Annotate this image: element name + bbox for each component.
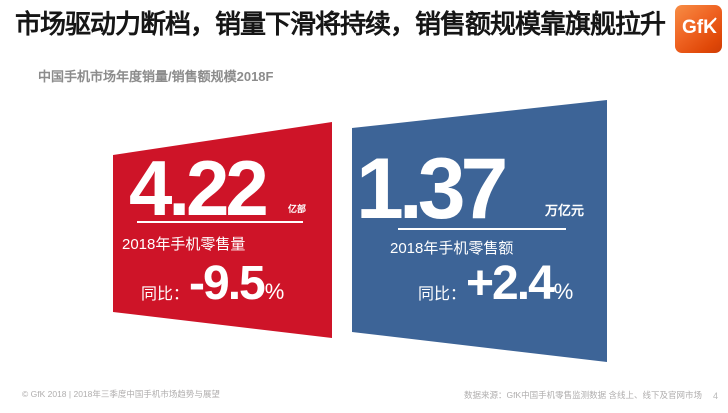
footer-copyright: © GfK 2018 | 2018年三季度中国手机市场趋势与展望 (22, 389, 220, 399)
revenue-divider (398, 228, 566, 230)
footer-source: 数据来源：GfK中国手机零售监测数据 含线上、线下及官网市场 (463, 390, 702, 400)
revenue-value: 1.37 (356, 141, 508, 237)
revenue-panel-shape (352, 100, 607, 362)
volume-yoy-prefix: 同比： (141, 286, 190, 303)
gfk-logo: GfK (675, 5, 722, 53)
volume-value: 4.22 (129, 144, 269, 232)
revenue-label: 2018年手机零售额 (390, 240, 514, 257)
volume-panel-shape (113, 122, 332, 338)
gfk-logo-text: GfK (682, 17, 717, 38)
chart-subtitle: 中国手机市场年度销量/销售额规模2018F (38, 69, 274, 84)
volume-divider (137, 221, 303, 223)
volume-unit: 亿部 (288, 204, 307, 214)
revenue-yoy-percent: % (553, 279, 574, 304)
page-number: 4 (712, 391, 718, 401)
revenue-yoy-prefix: 同比： (418, 286, 467, 303)
revenue-yoy-value: +2.4 (466, 257, 555, 310)
revenue-yoy: 同比： +2.4 % (418, 260, 573, 308)
volume-yoy-value: -9.5 (189, 257, 266, 310)
revenue-unit: 万亿元 (545, 203, 585, 218)
slide-title: 市场驱动力断档，销量下滑将持续，销售额规模靠旗舰拉升 (15, 9, 666, 39)
volume-yoy: 同比： -9.5 % (141, 260, 284, 308)
volume-label: 2018年手机零售量 (122, 236, 246, 253)
volume-yoy-percent: % (264, 279, 285, 304)
